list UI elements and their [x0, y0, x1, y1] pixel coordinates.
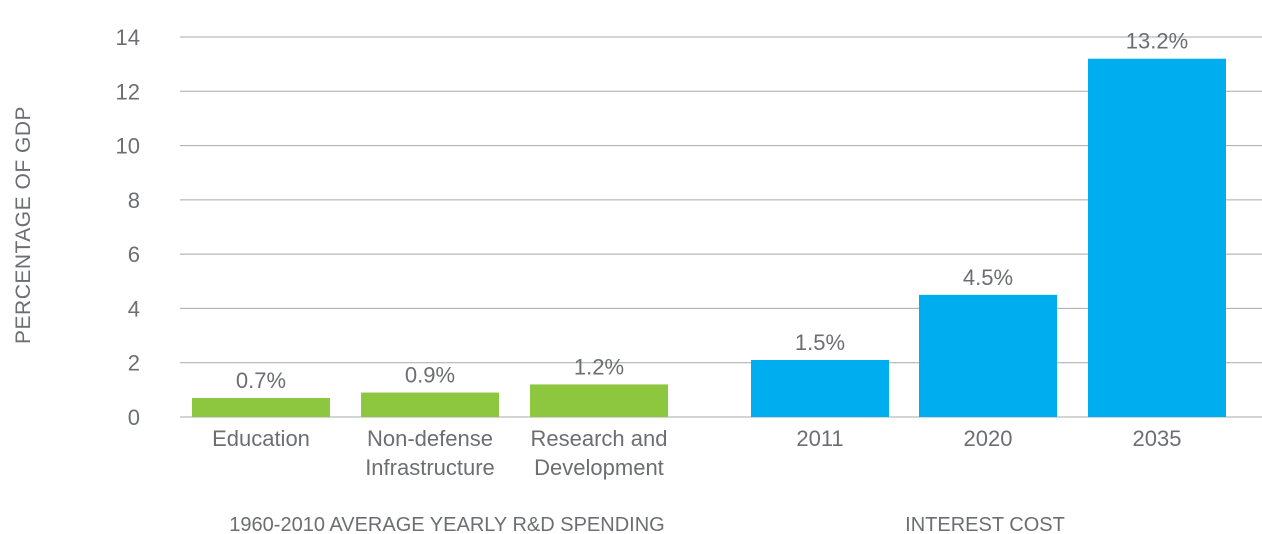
y-tick-label: 14 [116, 25, 140, 50]
y-tick-label: 0 [128, 405, 140, 430]
y-tick-label: 10 [116, 134, 140, 159]
y-tick-label: 12 [116, 79, 140, 104]
bar [192, 398, 330, 417]
y-tick-label: 4 [128, 296, 140, 321]
group-label: 1960-2010 AVERAGE YEARLY R&D SPENDING [229, 514, 664, 534]
data-label: 13.2% [1126, 29, 1188, 54]
bar [751, 360, 889, 417]
category-label: Research and [531, 426, 668, 451]
data-label: 0.7% [236, 368, 286, 393]
y-axis-label: PERCENTAGE OF GDP [12, 106, 35, 344]
category-label: 2020 [964, 426, 1013, 451]
data-label: 1.5% [795, 330, 845, 355]
bar [919, 294, 1057, 417]
y-tick-label: 6 [128, 242, 140, 267]
category-label: Education [212, 426, 310, 451]
data-labels: 0.7% 0.9% 1.2% 1.5% 4.5% 13.2% [236, 29, 1188, 393]
data-label: 0.9% [405, 363, 455, 388]
bar [1088, 58, 1226, 417]
y-tick-label: 2 [128, 351, 140, 376]
category-label: 2011 [796, 426, 843, 451]
data-label: 1.2% [574, 354, 624, 379]
gridlines [180, 36, 1262, 418]
category-labels: Education Non-defense Infrastructure Resear… [212, 426, 1181, 480]
bars [192, 58, 1226, 417]
category-label: Infrastructure [365, 455, 495, 480]
category-label: 2035 [1133, 426, 1182, 451]
category-label: Development [534, 455, 664, 480]
y-axis-ticks: 0 2 4 6 8 10 12 14 [116, 25, 140, 430]
category-label: Non-defense [367, 426, 493, 451]
group-label: INTEREST COST [905, 514, 1065, 534]
data-label: 4.5% [963, 265, 1013, 290]
bar [530, 384, 668, 417]
group-labels: 1960-2010 AVERAGE YEARLY R&D SPENDING INT… [229, 514, 1065, 534]
bar [361, 392, 499, 417]
y-tick-label: 8 [128, 188, 140, 213]
